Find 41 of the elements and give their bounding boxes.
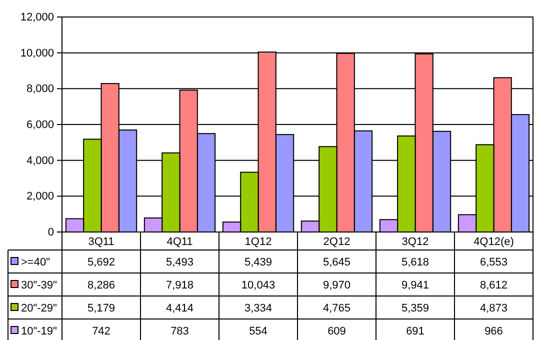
legend-label: >=40" [21, 256, 50, 268]
data-label: 8,612 [480, 280, 508, 292]
legend-label: 20"-29" [21, 302, 58, 314]
data-label: 4,414 [166, 302, 194, 314]
data-label: 5,179 [87, 302, 116, 314]
data-label: 783 [170, 326, 189, 338]
y-tick-label: 2,000 [26, 190, 54, 203]
data-label: 5,645 [322, 256, 351, 268]
data-label: 5,493 [166, 256, 194, 268]
data-label: 4,765 [322, 302, 351, 314]
x-tick-label: 4Q11 [166, 236, 193, 248]
x-tick-label: 3Q12 [402, 236, 429, 248]
data-label: 8,286 [87, 280, 116, 292]
data-label: 10,043 [241, 280, 276, 292]
data-label: 6,553 [480, 256, 508, 268]
data-label: 5,618 [401, 256, 430, 268]
data-label: 554 [249, 326, 268, 338]
data-label: 7,918 [166, 280, 194, 292]
y-tick-label: 10,000 [20, 47, 54, 60]
data-label: 609 [328, 326, 346, 338]
legend-label: 30"-39" [21, 280, 58, 292]
y-tick-label: 0 [48, 226, 54, 239]
y-tick-label: 4,000 [26, 154, 54, 167]
y-tick-label: 12,000 [20, 12, 54, 24]
data-label: 691 [406, 326, 424, 338]
data-label: 9,941 [401, 280, 430, 292]
x-tick-label: 4Q12(e) [474, 236, 514, 248]
data-label: 4,873 [480, 302, 508, 314]
legend-label: 10"-19" [21, 326, 58, 338]
x-tick-label: 3Q11 [88, 236, 114, 248]
x-tick-label: 1Q12 [244, 236, 272, 248]
data-label: 5,692 [87, 256, 116, 268]
y-tick-label: 6,000 [26, 119, 54, 132]
data-label: 5,359 [401, 302, 430, 314]
data-label: 966 [484, 326, 503, 338]
x-tick-label: 2Q12 [323, 236, 350, 248]
y-tick-label: 8,000 [26, 83, 54, 96]
data-label: 9,970 [322, 280, 351, 292]
data-label: 5,439 [244, 256, 272, 268]
data-label: 3,334 [244, 302, 272, 314]
data-label: 742 [92, 326, 110, 338]
